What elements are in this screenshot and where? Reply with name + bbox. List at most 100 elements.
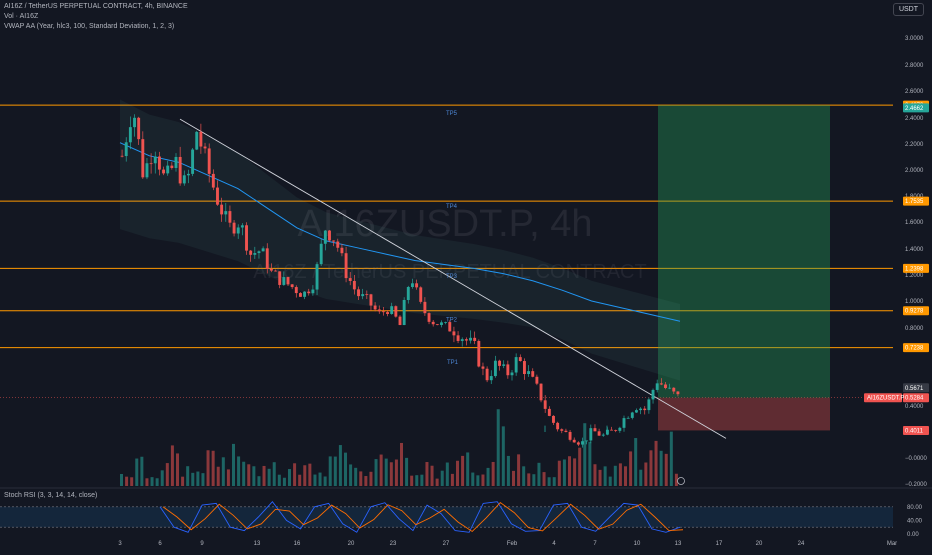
- volume-bar: [517, 454, 521, 486]
- candle-body: [618, 427, 622, 431]
- candle-body: [199, 131, 203, 147]
- price-label: 0.9278: [905, 309, 924, 315]
- x-tick-label: 13: [675, 541, 682, 547]
- candle-body: [423, 301, 427, 314]
- candle-body: [668, 387, 672, 389]
- candle-body: [493, 360, 497, 377]
- x-tick-label: 9: [200, 541, 204, 547]
- candle-body: [236, 227, 240, 234]
- volume-bar: [547, 477, 551, 486]
- candle-body: [166, 165, 170, 174]
- candle-body: [531, 371, 535, 377]
- volume-bar: [379, 454, 383, 486]
- volume-bar: [501, 426, 505, 486]
- volume-bar: [140, 456, 144, 486]
- volume-bar: [405, 457, 409, 486]
- price-label: 1.7535: [905, 199, 924, 205]
- volume-bar: [430, 465, 434, 486]
- candle-body: [415, 283, 419, 288]
- candle-body: [614, 430, 618, 431]
- price-label: 2.4662: [905, 106, 924, 112]
- symbol-legend[interactable]: AI16Z / TetherUS PERPETUAL CONTRACT, 4h,…: [4, 3, 188, 10]
- candle-body: [601, 434, 605, 436]
- volume-bar: [506, 455, 510, 486]
- x-tick-label: 23: [390, 541, 397, 547]
- volume-bar: [476, 475, 480, 486]
- candle-body: [585, 440, 589, 442]
- x-tick-label: 16: [294, 541, 301, 547]
- candle-body: [261, 248, 265, 252]
- volume-bar: [170, 445, 174, 486]
- candle-body: [336, 241, 340, 248]
- y-tick-label: 1.0000: [905, 299, 924, 305]
- candle-body: [672, 387, 676, 392]
- price-label-bg: [903, 196, 929, 206]
- x-tick-label: 20: [348, 541, 355, 547]
- volume-bar: [374, 459, 378, 486]
- y-tick-label: 3.0000: [905, 36, 924, 42]
- candle-body: [340, 247, 344, 254]
- volume-bar: [282, 477, 286, 486]
- price-label: 0.5671: [905, 386, 924, 392]
- currency-button[interactable]: USDT: [892, 3, 924, 16]
- candle-body: [274, 270, 278, 272]
- volume-bar: [384, 458, 388, 486]
- volume-bar: [440, 470, 444, 486]
- volume-bar: [298, 474, 302, 486]
- volume-bar: [369, 471, 373, 486]
- y-tick-label: 2.8000: [905, 63, 924, 69]
- x-tick-label: 20: [756, 541, 763, 547]
- candle-body: [232, 222, 236, 234]
- volume-bar: [435, 478, 439, 486]
- candle-body: [369, 294, 373, 306]
- volume-bar: [598, 469, 602, 486]
- replay-icon: [677, 477, 685, 485]
- volume-bar: [288, 469, 291, 486]
- candle-body: [124, 142, 128, 157]
- y-tick-label: 2.2000: [905, 142, 924, 148]
- volume-legend[interactable]: Vol · AI16Z: [4, 13, 39, 20]
- candle-body: [348, 278, 352, 281]
- vwap-legend[interactable]: VWAP AA (Year, hlc3, 100, Standard Devia…: [4, 23, 175, 30]
- volume-bar: [277, 474, 281, 486]
- volume-bar: [573, 458, 577, 486]
- volume-bar: [155, 478, 159, 486]
- volume-bar: [328, 456, 332, 486]
- watermark-ticker: AI16ZUSDT.P, 4h: [297, 203, 592, 245]
- candle-body: [278, 271, 282, 285]
- y-tick-label: −0.2000: [905, 482, 928, 488]
- y-tick-label: 2.6000: [905, 89, 924, 95]
- stoch-tick-label: 40.00: [907, 518, 923, 524]
- volume-bar: [445, 462, 449, 486]
- volume-bar: [578, 447, 582, 486]
- volume-bar: [557, 460, 561, 486]
- volume-bar: [232, 443, 235, 486]
- current-symbol-label: AI16ZUSDT.P: [867, 396, 904, 402]
- volume-bar: [649, 450, 653, 486]
- volume-bar: [364, 476, 368, 486]
- x-tick-label: 13: [254, 541, 261, 547]
- candle-body: [402, 299, 406, 326]
- x-tick-label: Feb: [507, 541, 518, 547]
- stoch-d-line: [162, 501, 684, 533]
- volume-bar: [537, 462, 541, 486]
- stoch-rsi-legend[interactable]: Stoch RSI (3, 3, 14, 14, close): [4, 492, 98, 499]
- volume-bar: [354, 467, 358, 486]
- volume-bar: [659, 450, 663, 486]
- candle-body: [257, 251, 261, 254]
- candle-body: [253, 253, 257, 255]
- price-label-bg: [903, 393, 929, 403]
- x-tick-label: 4: [552, 541, 556, 547]
- candle-body: [303, 291, 307, 297]
- stoch-tick-label: 80.00: [907, 505, 923, 511]
- candle-body: [191, 149, 195, 174]
- candle-body: [514, 357, 518, 373]
- volume-bar: [206, 450, 210, 486]
- candle-body: [203, 146, 207, 149]
- candle-body: [659, 383, 663, 385]
- price-label-bg: [903, 343, 929, 353]
- candle-body: [170, 165, 174, 168]
- candle-body: [568, 431, 572, 440]
